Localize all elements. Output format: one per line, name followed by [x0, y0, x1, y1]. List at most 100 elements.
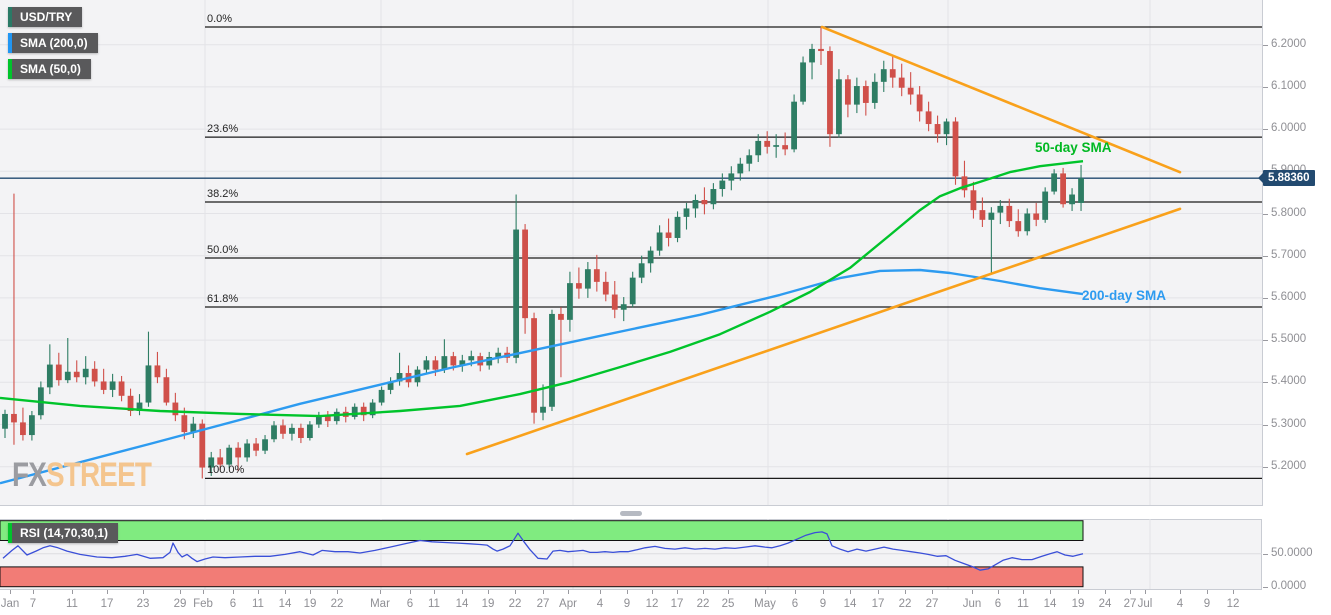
candle-body — [100, 381, 107, 390]
candle-body — [20, 422, 26, 436]
time-axis-tick — [258, 590, 259, 594]
price-axis-tick — [1263, 298, 1268, 299]
candle-body — [889, 69, 896, 78]
time-axis-label: 25 — [721, 598, 735, 610]
candle-body — [611, 294, 618, 310]
trendline[interactable] — [465, 207, 1182, 456]
time-axis-tick — [1145, 590, 1146, 594]
candle-body — [280, 425, 286, 434]
price-axis-label: 6.0000 — [1271, 122, 1307, 134]
candle-body — [746, 155, 753, 164]
time-axis-tick — [1233, 590, 1234, 594]
candle-body — [145, 365, 152, 403]
candle-body — [719, 180, 726, 190]
time-axis-label: 11 — [428, 598, 440, 610]
candle-body — [575, 283, 582, 289]
rsi-axis-label: 50.0000 — [1271, 547, 1313, 559]
time-axis-tick — [107, 590, 108, 594]
candle-body — [271, 425, 277, 440]
time-axis-label: 14 — [843, 598, 857, 610]
time-axis-label: 7 — [29, 598, 37, 610]
legend-badge-sma-50-0-[interactable]: SMA (50,0) — [8, 59, 91, 79]
candle-body — [396, 373, 403, 382]
time-axis-label: 14 — [1043, 598, 1057, 610]
legend-badge-usd-try[interactable]: USD/TRY — [8, 7, 83, 27]
time-axis-tick — [932, 590, 933, 594]
candle-body — [181, 415, 188, 433]
time-axis-label: 22 — [696, 598, 710, 610]
time-axis-label: 12 — [645, 598, 659, 610]
candle-body — [1051, 173, 1058, 192]
time-axis-label: 6 — [994, 598, 1002, 610]
time-axis-label: 6 — [791, 598, 799, 610]
candle-body — [172, 402, 179, 416]
time-axis-tick — [72, 590, 73, 594]
legend-badge-sma-200-0-[interactable]: SMA (200,0) — [8, 33, 98, 53]
candle-body — [853, 86, 860, 105]
candle-body — [549, 313, 555, 407]
price-axis-label: 5.3000 — [1271, 418, 1307, 430]
time-axis-label: 11 — [1017, 598, 1029, 610]
candle-body — [683, 208, 690, 217]
time-axis-label: 29 — [173, 598, 187, 610]
time-axis-label: 14 — [278, 598, 292, 610]
time-axis-label: 9 — [1203, 598, 1211, 610]
time-axis-label: 23 — [136, 598, 150, 610]
candle-body — [979, 210, 986, 220]
time-axis-label: Mar — [370, 598, 390, 610]
time-axis-tick — [1207, 590, 1208, 594]
trendline[interactable] — [820, 25, 1182, 174]
current-price-badge: 5.88360 — [1258, 170, 1315, 186]
candle-body — [880, 69, 887, 82]
time-axis-label: 22 — [898, 598, 912, 610]
candle-body — [432, 360, 439, 370]
time-axis-label: 11 — [252, 598, 264, 610]
candle-body — [226, 447, 233, 465]
candle-body — [2, 413, 8, 429]
candle-body — [199, 423, 206, 468]
candle-body — [558, 313, 564, 320]
time-axis-label: 22 — [330, 598, 344, 610]
candle-body — [423, 360, 430, 370]
time-axis-label: Apr — [559, 598, 577, 610]
rsi-line — [2, 531, 1084, 571]
candle-body — [567, 283, 573, 320]
rsi-legend-badge[interactable]: RSI (14,70,30,1) — [8, 523, 119, 543]
panel-splitter-handle[interactable] — [620, 511, 642, 516]
candle-body — [593, 269, 600, 282]
time-axis-label: 4 — [596, 598, 604, 610]
time-axis-tick — [998, 590, 999, 594]
time-axis-label: Feb — [193, 598, 213, 610]
candle-body — [602, 281, 609, 295]
time-axis-tick — [310, 590, 311, 594]
time-axis-tick — [1023, 590, 1024, 594]
fib-label: 50.0% — [207, 244, 239, 257]
candle-body — [46, 364, 53, 388]
candle-body — [1078, 178, 1084, 203]
candle-body — [674, 216, 681, 238]
fib-label: 100.0% — [207, 464, 245, 477]
candle-body — [836, 79, 842, 135]
candle-body — [315, 415, 322, 425]
candle-body — [782, 145, 789, 150]
candle-body — [961, 176, 968, 191]
candle-body — [898, 77, 905, 88]
time-axis-tick — [143, 590, 144, 594]
candle-body — [55, 364, 62, 381]
candle-body — [235, 447, 242, 458]
candle-body — [333, 411, 340, 422]
time-axis-tick — [1105, 590, 1106, 594]
time-axis-tick — [434, 590, 435, 594]
time-axis-tick — [380, 590, 381, 594]
time-axis-tick — [1180, 590, 1181, 594]
time-axis-tick — [905, 590, 906, 594]
candle-body — [459, 360, 466, 366]
time-axis-label: 17 — [871, 598, 885, 610]
time-axis-label: 27 — [925, 598, 939, 610]
candle-body — [862, 86, 869, 103]
price-axis-tick — [1263, 467, 1268, 468]
candle-body — [306, 424, 313, 439]
candle-body — [907, 87, 914, 95]
time-axis-tick — [488, 590, 489, 594]
